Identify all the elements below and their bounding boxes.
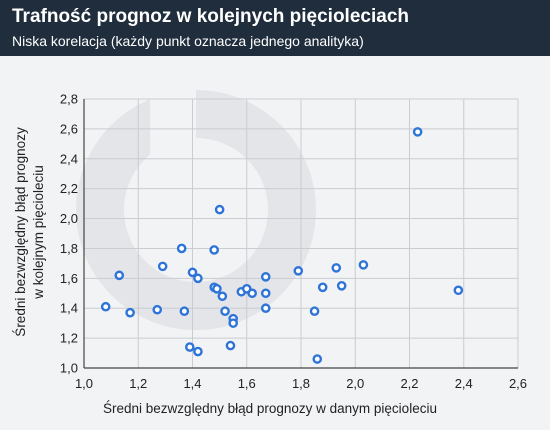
data-point <box>114 270 125 281</box>
y-tick-label: 2,2 <box>60 181 78 196</box>
data-point <box>193 346 203 357</box>
data-point <box>228 318 238 328</box>
data-point <box>176 243 187 254</box>
data-point <box>260 288 271 299</box>
y-axis-label-line-2: w kolejnym pięcioleciu <box>31 165 46 300</box>
data-point <box>179 306 190 317</box>
y-tick-label: 2,4 <box>60 151 78 166</box>
data-point <box>125 307 135 318</box>
data-point <box>247 288 257 299</box>
data-point <box>412 127 423 137</box>
y-axis-label-line-1: Średni bezwzględny błąd prognozy <box>13 127 28 337</box>
y-tick-label: 1,6 <box>60 271 78 286</box>
data-points <box>100 127 464 364</box>
chart-title: Trafność prognoz w kolejnych pięciolecia… <box>12 6 409 27</box>
data-point <box>336 281 347 291</box>
data-point <box>152 304 163 315</box>
data-point <box>358 260 369 270</box>
y-tick-label: 1,0 <box>60 361 78 376</box>
x-tick-label: 2,2 <box>400 376 418 391</box>
data-point <box>453 285 464 296</box>
y-tick-label: 2,6 <box>60 121 78 136</box>
data-point <box>220 306 230 317</box>
data-point <box>312 354 323 364</box>
axes <box>83 99 518 369</box>
x-tick-label: 1,4 <box>183 376 201 391</box>
x-tick-label: 1,6 <box>238 376 256 391</box>
data-point <box>187 267 198 278</box>
data-point <box>100 301 111 312</box>
chart-header: Trafność prognoz w kolejnych pięciolecia… <box>0 0 550 56</box>
x-axis-label: Średni bezwzględny błąd prognozy w danym… <box>103 401 437 416</box>
data-point <box>331 263 342 273</box>
data-point <box>293 266 304 276</box>
tick-labels: 1,0 1,2 1,4 1,6 1,8 2,0 2,2 2,4 2,6 1,0 1,2 1,4 1,6 1… <box>60 92 527 392</box>
data-point <box>184 342 195 352</box>
watermark-logo <box>76 88 316 330</box>
data-point <box>214 204 225 215</box>
data-point <box>209 245 219 255</box>
y-tick-label: 1,8 <box>60 241 78 256</box>
x-tick-label: 1,8 <box>292 376 310 391</box>
y-tick-label: 2,8 <box>60 92 78 107</box>
y-tick-label: 1,2 <box>60 331 78 346</box>
data-point <box>193 273 203 284</box>
x-tick-label: 1,0 <box>75 376 93 391</box>
data-point <box>260 303 271 314</box>
x-tick-label: 2,0 <box>346 376 364 391</box>
data-point <box>260 272 271 282</box>
data-point <box>157 261 168 272</box>
data-point <box>317 282 328 293</box>
y-tick-label: 2,0 <box>60 211 78 226</box>
y-tick-label: 1,4 <box>60 301 78 316</box>
chart-subtitle: Niska korelacja (każdy punkt oznacza jed… <box>12 33 364 49</box>
data-point <box>212 283 222 294</box>
data-point <box>217 291 228 302</box>
data-point <box>225 340 236 351</box>
data-point <box>309 306 320 317</box>
x-tick-label: 1,2 <box>129 376 147 391</box>
x-tick-label: 2,4 <box>455 376 473 391</box>
x-tick-label: 2,6 <box>509 376 527 391</box>
